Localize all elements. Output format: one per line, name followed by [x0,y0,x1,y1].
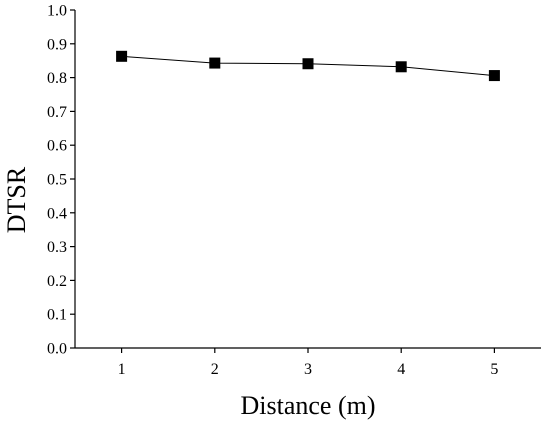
x-tick-label: 3 [304,361,312,378]
y-tick-label: 0.2 [47,273,67,290]
y-tick-label: 0.1 [47,307,67,324]
x-ticks: 1 2 3 4 5 [118,348,499,378]
x-tick-label: 2 [211,361,219,378]
series [116,51,500,81]
y-tick-label: 0.3 [47,239,67,256]
data-point [396,61,407,72]
x-tick-label: 4 [397,361,405,378]
y-tick-label: 0.8 [47,70,67,87]
x-tick-label: 1 [118,361,126,378]
y-tick-label: 0.4 [47,205,67,222]
data-point [116,51,127,62]
data-point [489,70,500,81]
x-axis-title: Distance (m) [240,391,375,420]
data-point [209,58,220,69]
y-tick-label: 0.0 [47,341,67,358]
y-tick-label: 0.5 [47,172,67,189]
y-tick-label: 0.9 [47,36,67,53]
x-tick-label: 5 [490,361,498,378]
data-point [303,58,314,69]
y-tick-label: 1.0 [47,3,67,20]
y-tick-label: 0.7 [47,104,67,121]
y-tick-label: 0.6 [47,138,67,155]
y-axis-title: DTSR [2,166,31,233]
y-ticks: 0.0 0.1 0.2 0.3 0.4 0.5 0.6 0.7 0.8 0.9 1.0 [47,3,75,358]
